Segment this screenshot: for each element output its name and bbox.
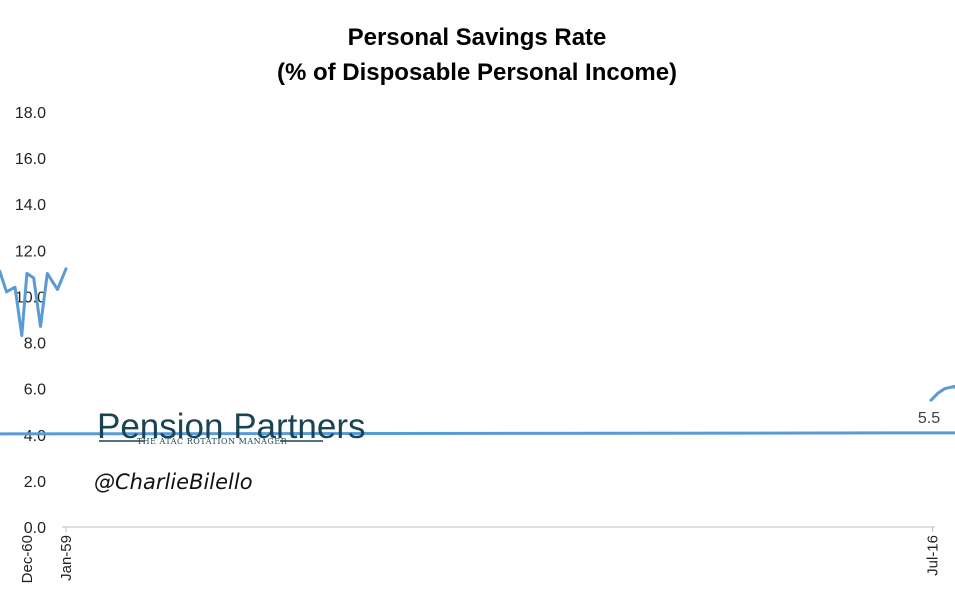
- y-tick-label: 12.0: [15, 243, 46, 260]
- pension-partners-logo: Pension Partners THE ATAC ROTATION MANAG…: [97, 407, 365, 446]
- data-label: 5.5: [918, 410, 940, 427]
- y-tick-label: 14.0: [15, 197, 46, 214]
- logo-tagline: THE ATAC ROTATION MANAGER: [137, 437, 288, 446]
- x-tick-label: Dec-60: [19, 535, 36, 583]
- chart-title: Personal Savings Rate: [348, 24, 607, 51]
- y-tick-label: 10.0: [15, 289, 46, 306]
- y-tick-label: 18.0: [15, 105, 46, 122]
- x-axis: Jan-59Dec-60Nov-62Oct-64Sep-66Aug-68Jul-…: [19, 527, 942, 583]
- annotations: 17.01.95.5: [918, 410, 940, 427]
- y-tick-label: 6.0: [24, 382, 46, 399]
- y-tick-label: 0.0: [24, 520, 46, 537]
- y-tick-label: 2.0: [24, 474, 46, 491]
- chart-subtitle: (% of Disposable Personal Income): [277, 59, 677, 86]
- x-tick-label: Jul-16: [925, 535, 942, 576]
- logo-main-text: Pension Partners: [97, 407, 365, 446]
- y-tick-label: 4.0: [24, 428, 46, 445]
- y-tick-label: 8.0: [24, 336, 46, 353]
- twitter-handle: @CharlieBilello: [94, 470, 253, 494]
- y-axis: 0.0 2.0 4.0 6.0 8.0 10.0 12.0 14.0 16.0 18.0: [15, 105, 46, 537]
- y-tick-label: 16.0: [15, 151, 46, 168]
- x-tick-label: Jan-59: [58, 535, 75, 581]
